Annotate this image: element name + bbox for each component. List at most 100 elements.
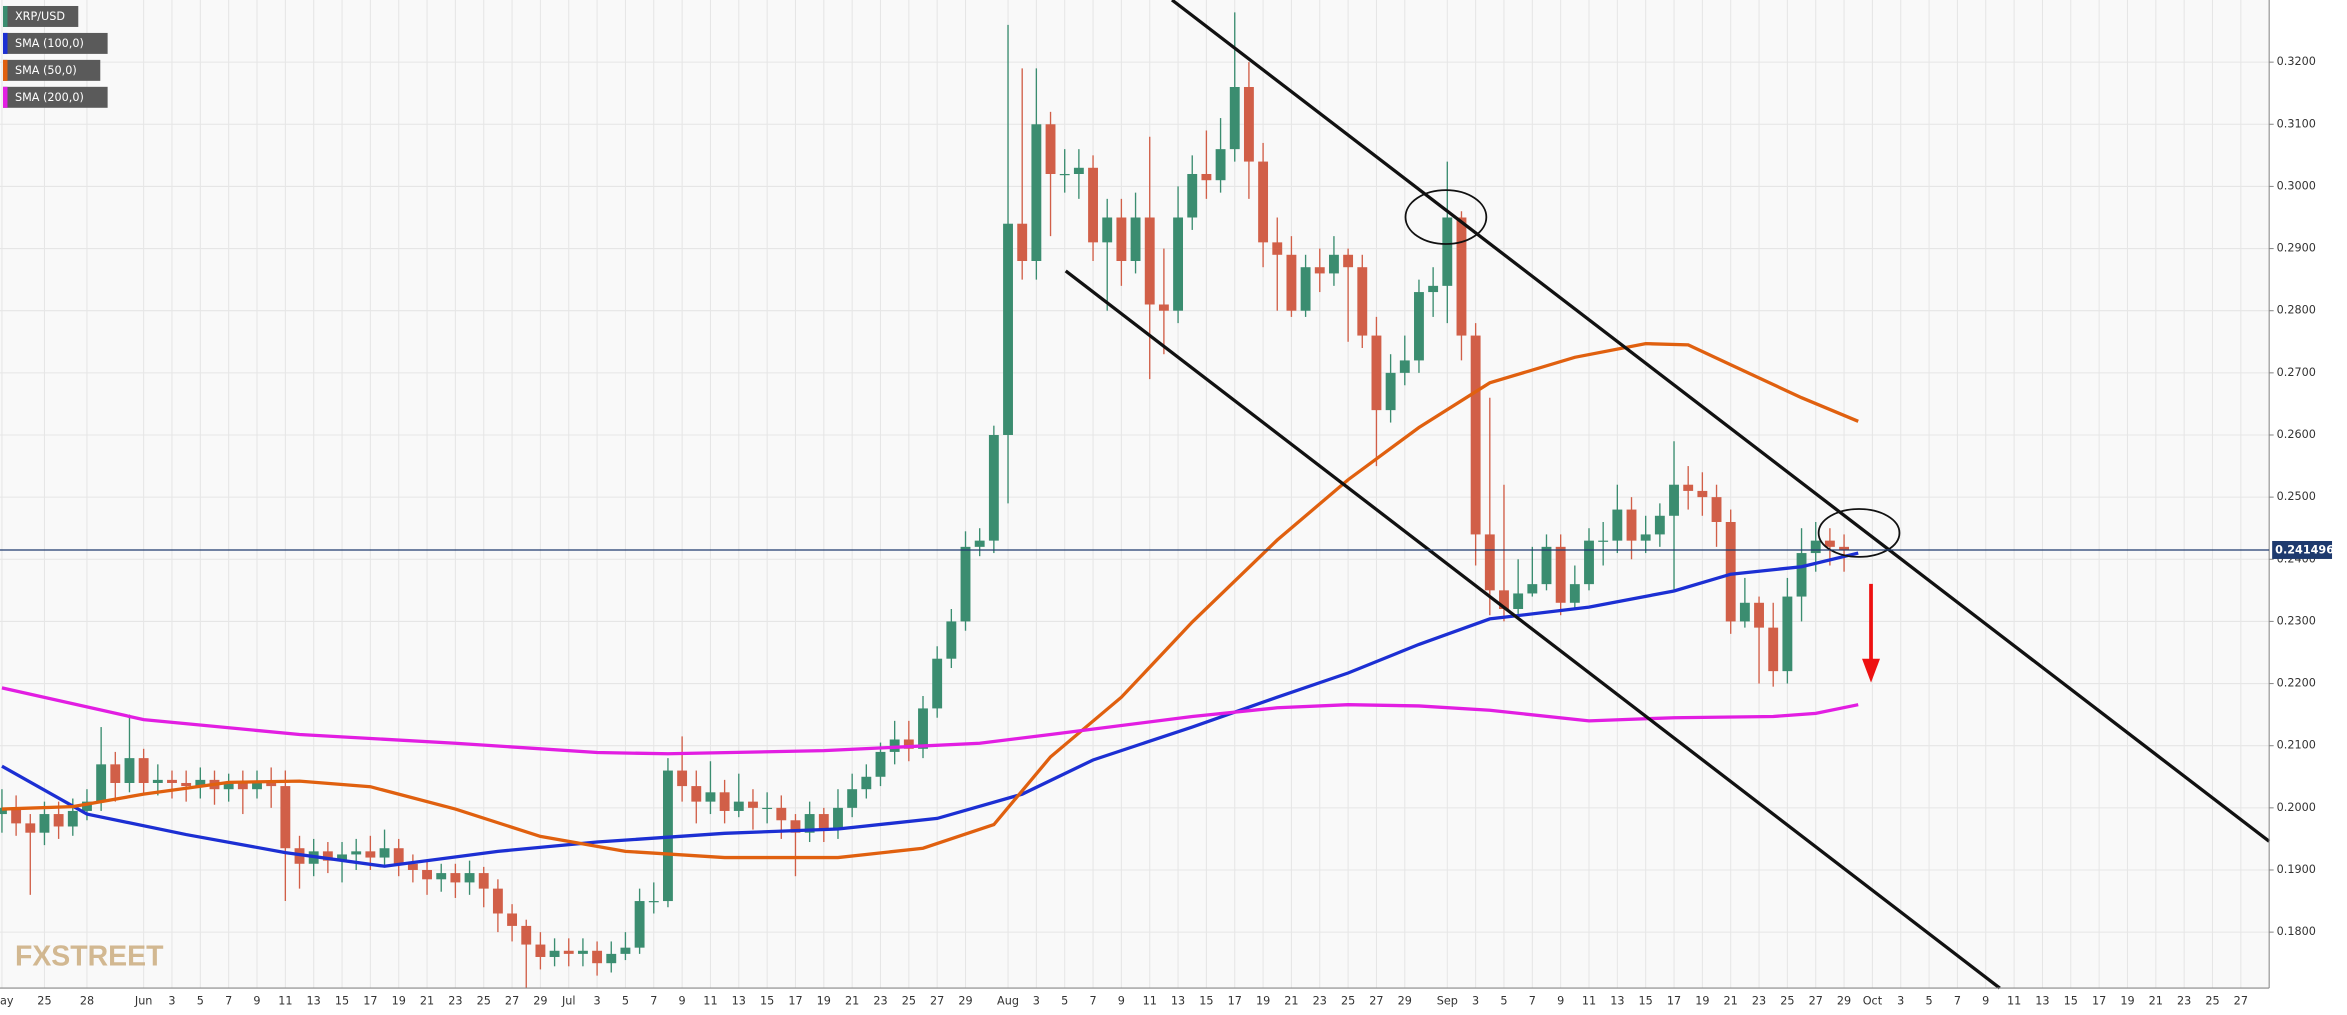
channel-upper [1171, 0, 2271, 843]
candle-body [1003, 223, 1013, 435]
x-tick-label: 21 [1284, 995, 1298, 1008]
x-tick-label: 29 [1837, 995, 1851, 1008]
x-tick-label: 27 [930, 995, 944, 1008]
x-tick-label: 29 [1398, 995, 1412, 1008]
candle-body [606, 953, 617, 964]
candle-body [1754, 602, 1764, 628]
candle-body [903, 739, 914, 749]
candle-body [1017, 223, 1028, 261]
x-tick-label: 15 [1199, 995, 1213, 1008]
candle-body [1839, 546, 1850, 550]
x-tick-label: 11 [703, 995, 717, 1008]
candle-body [1300, 267, 1311, 311]
legend-label: SMA (200,0) [15, 91, 84, 104]
candle-body [25, 823, 36, 833]
candle-body [790, 820, 801, 833]
x-tick-label: Oct [1863, 995, 1883, 1008]
candle-body [974, 540, 985, 547]
highlight-ellipse [1817, 508, 1901, 558]
x-tick-label: May [0, 995, 14, 1008]
candle-body [1173, 217, 1184, 311]
candle-body [1513, 593, 1524, 609]
x-tick-label: 25 [1341, 995, 1355, 1008]
y-tick-label: 0.2800 [2277, 304, 2316, 317]
candle-body [733, 801, 744, 811]
candle-body [266, 782, 277, 787]
candle-body [322, 851, 333, 861]
x-tick-label: Jun [134, 995, 153, 1008]
x-tick-label: 5 [1926, 995, 1933, 1008]
x-tick-label: 17 [1228, 995, 1242, 1008]
candle-body [1810, 540, 1821, 554]
x-tick-label: 7 [1529, 995, 1536, 1008]
x-tick-label: 3 [1033, 995, 1040, 1008]
x-tick-label: 19 [2120, 995, 2134, 1008]
x-tick-label: 23 [873, 995, 887, 1008]
candle-body [280, 786, 291, 849]
x-tick-label: 25 [2205, 995, 2219, 1008]
legend-label: SMA (100,0) [15, 37, 84, 50]
marks [0, 12, 1859, 989]
y-tick-label: 0.2700 [2277, 366, 2316, 379]
x-tick-label: 7 [1954, 995, 1961, 1008]
x-tick-label: 3 [1472, 995, 1479, 1008]
candle-body [960, 546, 971, 622]
x-tick-label: 13 [732, 995, 746, 1008]
x-tick-label: 23 [448, 995, 462, 1008]
x-tick-label: 17 [2092, 995, 2106, 1008]
candle-body [1626, 509, 1637, 541]
x-tick-label: 19 [1695, 995, 1709, 1008]
legend: XRP/USD SMA (100,0) SMA (50,0) SMA (200,0) [2, 5, 108, 108]
x-tick-label: 27 [1809, 995, 1823, 1008]
candle-body [691, 786, 702, 802]
candle-body [1555, 546, 1566, 603]
candle-body [577, 950, 588, 954]
x-tick-label: 3 [1897, 995, 1904, 1008]
candle-body [1428, 285, 1439, 293]
candle-body [1456, 217, 1467, 336]
candle-body [436, 873, 447, 880]
candle-body [1640, 534, 1651, 541]
candle-body [563, 950, 574, 954]
candle-body [1711, 497, 1722, 522]
candle-body [1527, 584, 1538, 594]
candle-body [223, 782, 234, 790]
x-tick-label: 11 [1582, 995, 1596, 1008]
candle-body [804, 814, 815, 833]
candle-body [776, 807, 787, 821]
candle-body [1130, 217, 1141, 261]
candle-body [53, 814, 64, 827]
candle-body [1243, 86, 1254, 162]
candle-body [1569, 584, 1580, 603]
candle-body [1669, 484, 1679, 516]
candle-body [195, 779, 206, 787]
x-tick-label: 15 [760, 995, 774, 1008]
x-tick-label: 23 [1752, 995, 1766, 1008]
candle-body [124, 758, 135, 783]
candle-body [1102, 217, 1113, 243]
candle-body [1272, 242, 1283, 255]
candle-body [492, 888, 503, 914]
x-tick-label: 19 [817, 995, 831, 1008]
candle-body [507, 913, 518, 926]
x-tick-label: 25 [477, 995, 491, 1008]
x-tick-label: 27 [2234, 995, 2248, 1008]
highlight-ellipse [1404, 189, 1488, 245]
y-tick-label: 0.2200 [2277, 677, 2316, 690]
x-tick-label: 3 [594, 995, 601, 1008]
candle-body [422, 869, 432, 880]
candle-body [1158, 304, 1169, 311]
x-tick-label: 13 [2035, 995, 2049, 1008]
candle-body [0, 807, 7, 815]
x-tick-label: Sep [1437, 995, 1458, 1008]
candle-body [535, 944, 546, 957]
x-tick-label: 27 [1369, 995, 1383, 1008]
legend-label: SMA (50,0) [15, 64, 77, 77]
candle-body [705, 792, 716, 802]
x-tick-label: 17 [363, 995, 377, 1008]
x-tick-label: 11 [278, 995, 292, 1008]
candle-body [1796, 553, 1807, 597]
y-tick-label: 0.2000 [2277, 801, 2316, 814]
x-tick-label: 17 [788, 995, 802, 1008]
